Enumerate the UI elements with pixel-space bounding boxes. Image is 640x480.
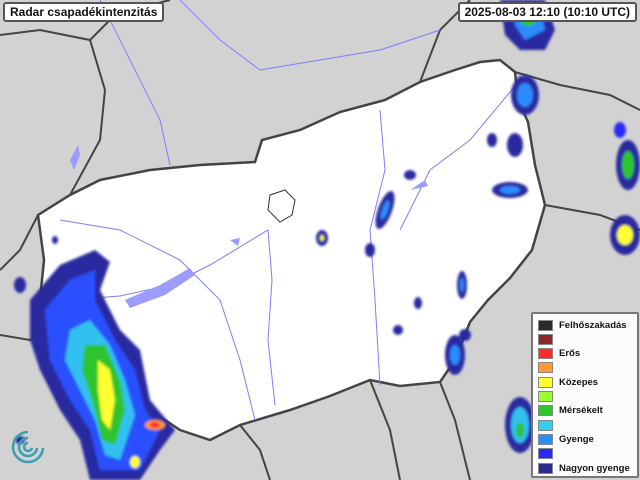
legend: Felhőszakadás Erős Közepes Mérsékelt Gyenge N… bbox=[531, 312, 639, 478]
legend-item bbox=[538, 391, 559, 403]
legend-item: Felhőszakadás bbox=[538, 319, 627, 331]
legend-swatch bbox=[538, 448, 553, 460]
legend-swatch bbox=[538, 433, 553, 445]
met-service-swirl-icon bbox=[11, 430, 45, 464]
timestamp: 2025-08-03 12:10 (10:10 UTC) bbox=[457, 2, 637, 22]
legend-swatch bbox=[538, 319, 553, 331]
legend-item: Mérsékelt bbox=[538, 405, 603, 417]
lakes bbox=[70, 145, 428, 308]
legend-swatch bbox=[538, 362, 553, 374]
legend-item: Nagyon gyenge bbox=[538, 462, 630, 474]
legend-swatch bbox=[538, 333, 553, 345]
legend-label: Gyenge bbox=[559, 433, 594, 445]
legend-label: Nagyon gyenge bbox=[559, 462, 630, 474]
legend-label: Erős bbox=[559, 348, 581, 360]
legend-swatch bbox=[538, 419, 553, 431]
legend-label: Közepes bbox=[559, 376, 599, 388]
legend-label: Felhőszakadás bbox=[559, 319, 627, 331]
legend-item bbox=[538, 333, 559, 345]
legend-item: Erős bbox=[538, 348, 580, 360]
legend-swatch bbox=[538, 405, 553, 417]
legend-swatch bbox=[538, 348, 553, 360]
legend-item bbox=[538, 362, 559, 374]
legend-item bbox=[538, 448, 559, 460]
legend-item: Közepes bbox=[538, 376, 598, 388]
legend-swatch bbox=[538, 462, 553, 474]
budapest-outline bbox=[267, 189, 296, 223]
map-title: Radar csapadékintenzitás bbox=[3, 2, 165, 22]
legend-label: Mérsékelt bbox=[559, 405, 603, 417]
legend-swatch bbox=[538, 391, 553, 402]
legend-item: Gyenge bbox=[538, 433, 594, 445]
legend-item bbox=[538, 419, 559, 431]
radar-echoes bbox=[14, 0, 640, 480]
legend-swatch bbox=[538, 376, 553, 388]
